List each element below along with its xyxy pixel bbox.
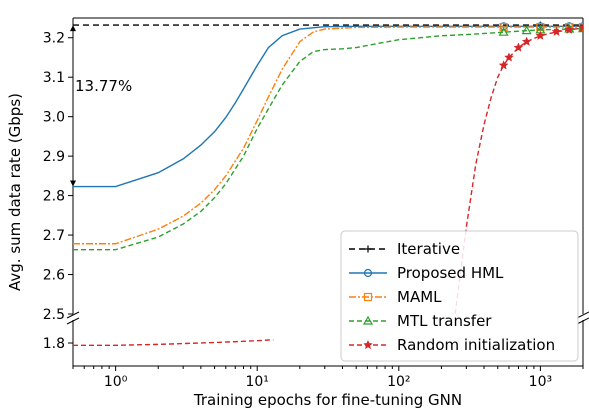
series-mtl-transfer-line xyxy=(73,27,583,251)
series-maml-line xyxy=(73,26,583,245)
legend-entry-iterative-marker xyxy=(364,245,372,253)
series-random-initialization-point xyxy=(521,36,532,46)
y-tick-label-upper-6: 3.1 xyxy=(43,70,65,86)
ticks: 10⁰ 10¹ 10² 10³ 2.5 2.6 2.7 2.8 2.9 3.0 3.1 3.2 1.8 xyxy=(43,31,584,390)
series-random-initialization-point xyxy=(513,42,524,52)
legend-entry-random-initialization-marker xyxy=(363,339,373,350)
legend-entry-mtl-transfer-marker xyxy=(362,315,374,325)
series-random-initialization-point xyxy=(551,26,562,36)
legend-box xyxy=(340,230,579,362)
series-mtl-transfer-point xyxy=(521,25,532,35)
series-iterative-point xyxy=(579,21,583,29)
series-random-initialization-point xyxy=(564,24,575,35)
series-random-initialization-point xyxy=(535,30,546,40)
x-axis-label: Training epochs for fine-tuning GNN xyxy=(193,391,462,409)
legend-entry-proposed-hml-marker xyxy=(363,268,373,278)
annotation-label: 13.77% xyxy=(75,77,132,95)
series-lower xyxy=(73,339,274,346)
legend-entry-mtl-transfer-label: MTL transfer xyxy=(397,312,492,330)
y-tick-label-lower-0: 1.8 xyxy=(43,336,65,352)
legend-entry-random-initialization-label: Random initialization xyxy=(397,336,555,354)
series-upper xyxy=(73,21,583,314)
axis-break-marks xyxy=(66,311,589,325)
y-tick-label-upper-3: 2.8 xyxy=(43,189,65,205)
series-random-initialization-lower-line xyxy=(73,339,274,346)
y-axis-label: Avg. sum data rate (Gbps) xyxy=(6,93,24,291)
y-tick-label-upper-4: 2.9 xyxy=(43,149,65,165)
annotation-arrow-head-bottom xyxy=(70,180,76,187)
series-maml-point xyxy=(499,22,508,32)
x-tick-label-3: 10³ xyxy=(529,374,552,390)
series-random-initialization-point xyxy=(498,60,509,70)
annotation: 13.77% xyxy=(70,25,132,187)
legend: Iterative Proposed HML MAML MTL transfer Ran… xyxy=(340,230,579,362)
series-proposed-hml-line xyxy=(73,25,583,188)
y-tick-label-upper-7: 3.2 xyxy=(43,31,65,47)
series-random-initialization-point xyxy=(578,22,583,33)
legend-entry-proposed-hml-label: Proposed HML xyxy=(397,264,504,282)
annotation-arrow-head-top xyxy=(70,25,76,32)
series-mtl-transfer-point xyxy=(498,26,509,36)
series-maml-point xyxy=(536,22,545,32)
y-tick-label-upper-1: 2.6 xyxy=(43,268,65,284)
x-tick-label-1: 10¹ xyxy=(245,374,268,390)
series-random-initialization-point xyxy=(504,52,514,62)
y-tick-label-upper-0: 2.5 xyxy=(43,307,65,323)
y-tick-label-upper-5: 3.0 xyxy=(43,110,65,126)
legend-entry-maml-marker xyxy=(363,292,373,302)
x-tick-label-2: 10² xyxy=(387,374,410,390)
legend-entry-iterative-label: Iterative xyxy=(397,240,460,258)
x-tick-label-0: 10⁰ xyxy=(104,374,128,390)
y-tick-label-upper-2: 2.7 xyxy=(43,228,65,244)
legend-entry-maml-label: MAML xyxy=(397,288,442,306)
